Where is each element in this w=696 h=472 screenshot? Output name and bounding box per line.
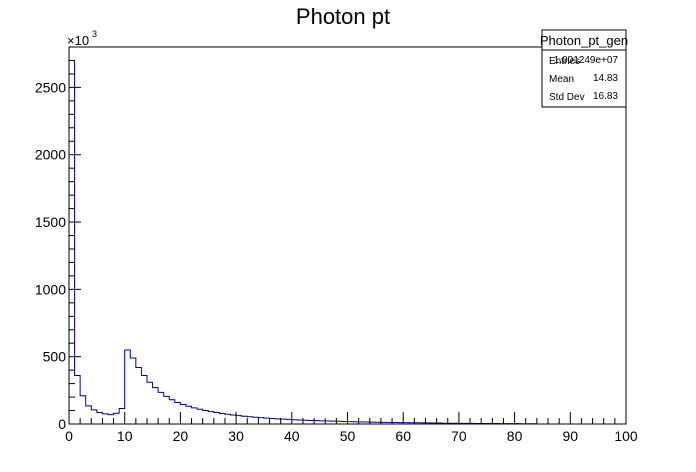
stats-entries-value: 1.001249e+07 — [554, 55, 619, 66]
stats-mean-label: Mean — [549, 74, 574, 85]
x-tick-label: 70 — [451, 428, 467, 444]
x-tick-label: 60 — [395, 428, 411, 444]
y-tick-label: 1500 — [35, 214, 66, 230]
x-tick-label: 80 — [507, 428, 523, 444]
stats-entries-label: Entries — [549, 56, 580, 67]
stats-mean-value: 14.83 — [593, 73, 618, 84]
y-tick-label: 0 — [58, 416, 66, 432]
y-tick-label: 1000 — [35, 281, 66, 297]
x-tick-label: 0 — [65, 428, 73, 444]
stats-stddev-label: Std Dev — [549, 92, 585, 103]
x-axis: 0 10 20 30 40 50 60 70 80 90 100 — [65, 412, 638, 444]
x-tick-label: 30 — [228, 428, 244, 444]
stats-stddev-value: 16.83 — [593, 91, 618, 102]
x-tick-label: 100 — [614, 428, 638, 444]
chart-title: Photon pt — [296, 4, 390, 29]
y-tick-label: 500 — [43, 349, 67, 365]
x-tick-label: 90 — [563, 428, 579, 444]
y-tick-label: 2500 — [35, 79, 66, 95]
x-tick-label: 40 — [284, 428, 300, 444]
x-tick-label: 10 — [117, 428, 133, 444]
stats-box-title: Photon_pt_gen — [540, 33, 628, 48]
y-multiplier-base: ×10 — [67, 33, 89, 48]
x-tick-label: 20 — [173, 428, 189, 444]
y-tick-label: 2000 — [35, 147, 66, 163]
x-tick-label: 50 — [340, 428, 356, 444]
stats-box-frame — [541, 29, 627, 108]
y-axis: 0 500 1000 1500 2000 2500 — [35, 46, 81, 432]
stats-box: Photon_pt_gen Entries 1.001249e+07 Mean … — [540, 29, 628, 108]
y-multiplier-exponent: 3 — [92, 29, 97, 39]
y-axis-multiplier: ×10 3 — [67, 29, 97, 48]
